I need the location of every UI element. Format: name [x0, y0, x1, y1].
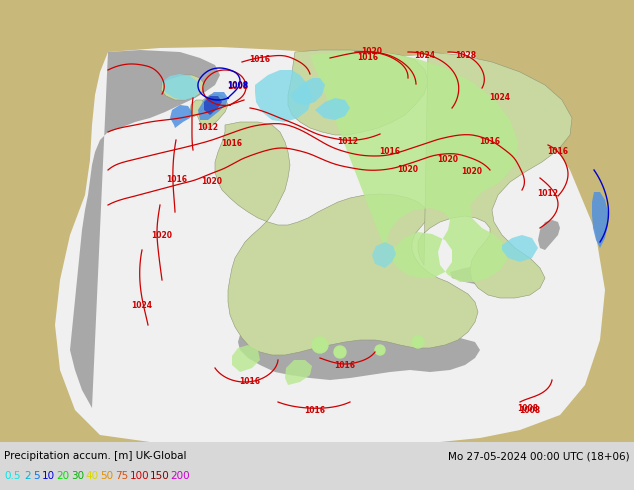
Text: 1020: 1020	[398, 166, 418, 174]
Text: 1020: 1020	[437, 155, 458, 165]
Text: 2: 2	[24, 471, 31, 481]
Polygon shape	[592, 192, 608, 248]
Polygon shape	[255, 70, 312, 122]
Polygon shape	[418, 52, 572, 298]
Polygon shape	[198, 92, 228, 120]
Text: 1016: 1016	[358, 53, 378, 63]
Text: 1024: 1024	[415, 51, 436, 60]
Polygon shape	[502, 235, 538, 262]
Polygon shape	[310, 52, 518, 282]
Text: 1016: 1016	[479, 138, 500, 147]
Polygon shape	[285, 360, 312, 385]
Text: 10: 10	[42, 471, 55, 481]
Polygon shape	[162, 74, 200, 100]
Text: 1008: 1008	[228, 82, 249, 92]
Text: 200: 200	[171, 471, 190, 481]
Text: 1016: 1016	[304, 406, 325, 415]
Text: 1008: 1008	[519, 406, 541, 415]
Polygon shape	[238, 325, 480, 380]
Text: 100: 100	[129, 471, 149, 481]
Polygon shape	[170, 105, 192, 128]
Polygon shape	[232, 345, 260, 372]
Text: 1016: 1016	[167, 175, 188, 185]
Text: 150: 150	[150, 471, 170, 481]
Text: 50: 50	[100, 471, 113, 481]
Text: 1020: 1020	[152, 230, 172, 240]
Polygon shape	[55, 47, 605, 442]
Polygon shape	[372, 242, 396, 268]
Text: 30: 30	[71, 471, 84, 481]
Polygon shape	[215, 122, 478, 355]
Text: 1024: 1024	[131, 300, 153, 310]
Circle shape	[334, 346, 346, 358]
Text: 20: 20	[56, 471, 70, 481]
Text: 5: 5	[33, 471, 40, 481]
Text: 1016: 1016	[250, 55, 271, 65]
Circle shape	[312, 337, 328, 353]
Polygon shape	[315, 98, 350, 120]
Polygon shape	[197, 94, 228, 128]
Polygon shape	[288, 50, 428, 135]
Text: 1020: 1020	[462, 168, 482, 176]
Text: 1012: 1012	[538, 190, 559, 198]
Polygon shape	[450, 262, 525, 285]
Text: Mo 27-05-2024 00:00 UTC (18+06): Mo 27-05-2024 00:00 UTC (18+06)	[448, 451, 630, 461]
Polygon shape	[538, 220, 560, 250]
Text: 1008: 1008	[517, 403, 538, 413]
Circle shape	[375, 345, 385, 355]
Text: 40: 40	[86, 471, 99, 481]
Text: 1008: 1008	[228, 81, 249, 91]
Polygon shape	[70, 50, 220, 408]
Text: 1024: 1024	[489, 94, 510, 102]
Text: 1020: 1020	[361, 48, 382, 56]
Text: 1016: 1016	[380, 147, 401, 156]
Text: 1020: 1020	[202, 177, 223, 187]
Text: 1012: 1012	[198, 123, 219, 132]
Text: 0.5: 0.5	[4, 471, 20, 481]
Text: 1016: 1016	[221, 140, 242, 148]
Text: 1012: 1012	[337, 138, 358, 147]
Polygon shape	[161, 75, 205, 100]
Circle shape	[412, 336, 424, 348]
Polygon shape	[190, 100, 205, 117]
Text: 1016: 1016	[335, 361, 356, 369]
Polygon shape	[204, 96, 222, 115]
Text: 1028: 1028	[455, 51, 477, 60]
Polygon shape	[290, 78, 325, 105]
Bar	[0, 442, 634, 490]
Text: Precipitation accum. [m] UK-Global: Precipitation accum. [m] UK-Global	[4, 451, 186, 461]
Text: 1016: 1016	[548, 147, 569, 156]
Text: 75: 75	[115, 471, 128, 481]
Text: 1016: 1016	[240, 377, 261, 387]
